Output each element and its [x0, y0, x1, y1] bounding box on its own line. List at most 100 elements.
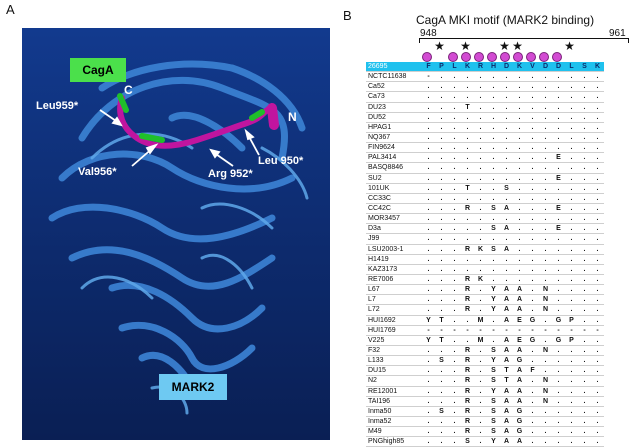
residue-cell: .	[474, 294, 487, 306]
residue-cell: .	[591, 81, 604, 93]
residue-cell: .	[487, 183, 500, 194]
strain-sequence-row: CC33C..............	[366, 193, 604, 204]
residue-cell: .	[591, 122, 604, 133]
residue-cell: S	[578, 62, 591, 73]
strain-sequence-row: RE7006... R K.........	[366, 274, 604, 286]
residue-cell: .	[513, 71, 526, 83]
conserved-star-icon: ★	[499, 39, 510, 53]
contact-dot-icon	[487, 52, 497, 62]
strain-name: RE7006	[366, 274, 422, 286]
residue-cell: R	[461, 406, 474, 417]
residue-cell: .	[578, 406, 591, 417]
residue-cell: .	[435, 203, 448, 215]
residue-cell: .	[526, 304, 539, 316]
residue-cell: .	[487, 213, 500, 225]
residue-cell: .	[539, 264, 552, 275]
residue-cell: S	[487, 203, 500, 215]
residue-cell: .	[565, 223, 578, 235]
residue-cell: .	[448, 223, 461, 235]
residue-cell: .	[552, 396, 565, 407]
strain-sequence-row: H1419..............	[366, 254, 604, 265]
residue-cell: -	[565, 325, 578, 336]
contact-dot-icon	[513, 52, 523, 62]
residue-cell: .	[526, 264, 539, 275]
residue-cell: .	[578, 254, 591, 265]
residue-cell: .	[422, 112, 435, 123]
residue-cell: .	[422, 132, 435, 144]
residue-cell: .	[513, 183, 526, 194]
strain-name: FIN9624	[366, 142, 422, 154]
residue-cell: .	[448, 315, 461, 326]
residue-cell: .	[526, 132, 539, 144]
residue-cell: S	[461, 436, 474, 447]
residue-cell: .	[513, 102, 526, 113]
residue-cell: .	[591, 233, 604, 245]
residue-cell: .	[513, 162, 526, 174]
residue-cell: .	[539, 81, 552, 93]
residue-cell: .	[591, 203, 604, 215]
residue-cell: .	[565, 71, 578, 83]
residue-cell: .	[474, 345, 487, 357]
strain-sequence-row: DU15... R. S T A F.....	[366, 365, 604, 377]
residue-cell: .	[474, 71, 487, 83]
residue-cell: .	[435, 304, 448, 316]
residue-cell: .	[552, 162, 565, 174]
residue-cell: A	[500, 304, 513, 316]
contact-dot-icon	[422, 52, 432, 62]
residue-cell: .	[591, 71, 604, 83]
residue-cell: .	[565, 152, 578, 164]
arg952-label: Arg 952*	[208, 168, 253, 180]
residue-cell: A	[513, 304, 526, 316]
residue-cell: .	[474, 132, 487, 144]
residue-cell: A	[500, 406, 513, 417]
residue-cell: .	[435, 254, 448, 265]
conserved-star-icon: ★	[564, 39, 575, 53]
residue-cell: .	[526, 294, 539, 306]
residue-cell: .	[422, 284, 435, 296]
residue-cell: .	[474, 122, 487, 133]
residue-cell: .	[435, 183, 448, 194]
residue-cell: .	[500, 91, 513, 103]
residue-cell: .	[461, 152, 474, 164]
contact-dot-icon	[526, 52, 536, 62]
residue-cell: E	[552, 223, 565, 235]
residue-cell: F	[526, 365, 539, 377]
residue-cell: S	[435, 355, 448, 367]
residue-cell: .	[422, 203, 435, 215]
mark2-label: MARK2	[159, 374, 227, 400]
residue-cell: Y	[487, 294, 500, 306]
residue-cell: L	[565, 62, 578, 73]
strain-sequence-row: D3a..... S A... E...	[366, 223, 604, 235]
residue-cell: .	[448, 345, 461, 357]
strain-sequence-row: SU2.......... E...	[366, 173, 604, 184]
sequence-alignment-table: 26695 F P L K R H D K V D D L S K NCTC11638-...........…	[366, 62, 604, 447]
residue-cell: .	[539, 355, 552, 367]
residue-cell: .	[513, 142, 526, 154]
residue-cell: S	[487, 416, 500, 428]
residue-cell: .	[526, 122, 539, 133]
conserved-star-row: ★ ★ ★ ★ ★	[420, 40, 628, 52]
residue-cell: .	[591, 426, 604, 438]
contact-dot-row	[420, 50, 628, 62]
residue-cell: .	[474, 183, 487, 194]
residue-cell: .	[435, 244, 448, 255]
residue-cell: -	[500, 325, 513, 336]
residue-cell: .	[591, 315, 604, 326]
residue-cell: .	[591, 152, 604, 164]
residue-cell: .	[565, 203, 578, 215]
residue-cell: .	[461, 81, 474, 93]
residue-cell: .	[552, 142, 565, 154]
strain-name: NCTC11638	[366, 71, 422, 83]
residue-cell: .	[552, 71, 565, 83]
residue-cell: .	[448, 294, 461, 306]
residue-cell: .	[435, 264, 448, 275]
residue-cell: .	[487, 91, 500, 103]
residue-cell: .	[487, 315, 500, 326]
residue-cell: .	[422, 436, 435, 447]
panel-b-letter: B	[343, 8, 352, 23]
residue-cell: A	[500, 436, 513, 447]
residue-cell: N	[539, 396, 552, 407]
residue-cell: -	[461, 325, 474, 336]
residue-cell: .	[448, 142, 461, 154]
residue-cell: .	[565, 406, 578, 417]
